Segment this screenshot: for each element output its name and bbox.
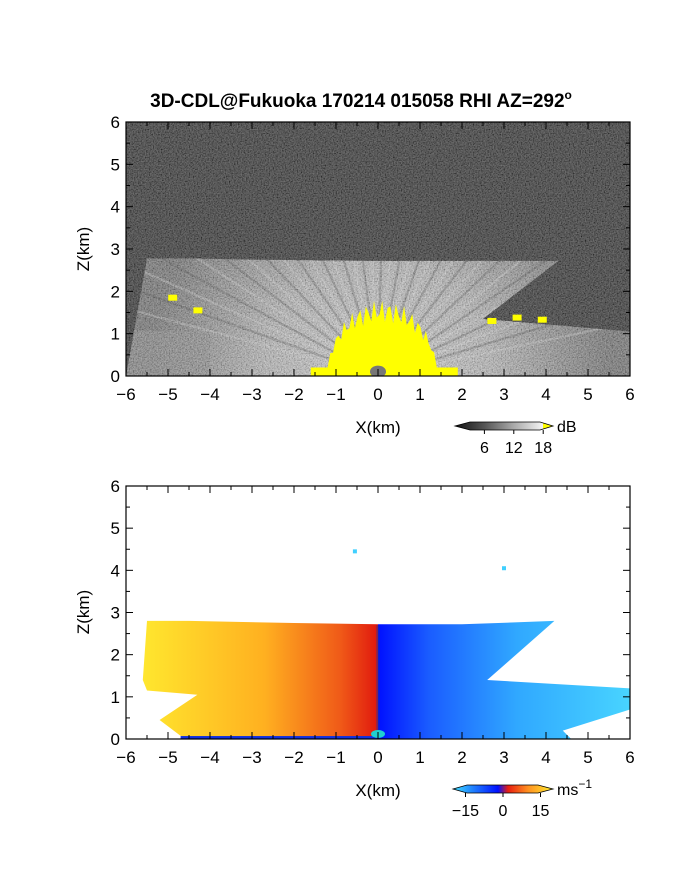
intensity-y-tick-label: 3 [111, 240, 120, 259]
velocity-field [142, 549, 630, 739]
velocity-colorbar-unit: ms−1 [557, 777, 592, 799]
velocity-y-tick-label: 1 [111, 688, 120, 707]
velocity-x-tick-label: −3 [242, 748, 261, 767]
velocity-x-tick-label: −1 [326, 748, 345, 767]
velocity-colorbar-tick-label: 15 [532, 803, 550, 820]
velocity-zero-line [376, 625, 380, 739]
velocity-x-tick-label: −6 [116, 748, 135, 767]
velocity-y-tick-label: 3 [111, 604, 120, 623]
intensity-colorbar-tick-label: 6 [480, 440, 489, 457]
intensity-saturated-patch [537, 316, 547, 323]
velocity-negative-region [378, 620, 630, 739]
velocity-ticks: −6 −5 −4 −3 −2 −1 0 1 2 3 4 5 6 0 1 2 3 4 5 6 [111, 477, 635, 767]
velocity-colorbar-ticks: −15 0 15 [452, 793, 550, 820]
velocity-x-tick-label: −5 [158, 748, 177, 767]
intensity-radial-streak [126, 285, 379, 376]
velocity-colorbar-bar [451, 784, 555, 794]
intensity-colorbar: 6 12 18 dB [453, 419, 577, 457]
velocity-x-tick-label: 2 [457, 748, 466, 767]
intensity-saturated-patch [193, 307, 203, 314]
velocity-x-tick-label: −4 [200, 748, 219, 767]
velocity-isolated-point [352, 549, 357, 554]
velocity-x-tick-label: 6 [625, 748, 634, 767]
intensity-x-tick-label: −3 [242, 385, 261, 404]
intensity-x-tick-label: −2 [284, 385, 303, 404]
intensity-colorbar-unit: dB [557, 419, 577, 436]
intensity-x-tick-label: −5 [158, 385, 177, 404]
velocity-colorbar-tick-label: 0 [499, 803, 508, 820]
intensity-x-tick-label: 3 [499, 385, 508, 404]
intensity-x-tick-label: 1 [415, 385, 424, 404]
intensity-x-tick-label: −1 [326, 385, 345, 404]
velocity-y-axis-label: Z(km) [74, 590, 93, 634]
intensity-x-axis-label: X(km) [355, 418, 400, 437]
intensity-ticks: −6 −5 −4 −3 −2 −1 0 1 2 3 4 5 6 0 1 2 3 4 5 6 [111, 113, 635, 404]
intensity-echo-lowlevel [126, 329, 210, 376]
velocity-y-tick-label: 2 [111, 646, 120, 665]
velocity-y-tick-label: 0 [111, 730, 120, 749]
velocity-colorbar: −15 0 15 ms−1 [451, 777, 592, 820]
velocity-y-tick-label: 4 [111, 561, 120, 580]
intensity-x-tick-label: 5 [583, 385, 592, 404]
velocity-x-tick-label: 5 [583, 748, 592, 767]
intensity-saturated-patch [487, 317, 497, 324]
velocity-panel: −6 −5 −4 −3 −2 −1 0 1 2 3 4 5 6 0 1 2 3 4 5 6 X(km) Z(km) −… [74, 477, 635, 820]
intensity-saturated-patch [168, 294, 178, 301]
figure-title: 3D-CDL@Fukuoka 170214 015058 RHI AZ=292o [150, 88, 572, 112]
intensity-y-tick-label: 2 [111, 282, 120, 301]
intensity-x-tick-label: −4 [200, 385, 219, 404]
intensity-saturated-core [310, 300, 458, 376]
intensity-colorbar-bar [453, 421, 555, 431]
intensity-x-tick-label: 6 [625, 385, 634, 404]
intensity-x-tick-label: 0 [373, 385, 382, 404]
velocity-x-tick-label: 1 [415, 748, 424, 767]
velocity-ground-band [180, 736, 378, 739]
velocity-colorbar-tick-label: −15 [452, 803, 479, 820]
intensity-y-tick-label: 6 [111, 113, 120, 132]
intensity-y-tick-label: 4 [111, 198, 120, 217]
intensity-y-tick-label: 5 [111, 155, 120, 174]
velocity-x-axis-label: X(km) [355, 781, 400, 800]
intensity-y-axis-label: Z(km) [74, 227, 93, 271]
intensity-colorbar-tick-label: 12 [505, 440, 523, 457]
velocity-y-tick-label: 5 [111, 519, 120, 538]
intensity-saturated-patch [512, 314, 522, 321]
intensity-colorbar-ticks: 6 12 18 [480, 430, 552, 457]
velocity-x-tick-label: 0 [373, 748, 382, 767]
intensity-colorbar-tick-label: 18 [534, 440, 552, 457]
velocity-positive-region [142, 620, 378, 739]
intensity-x-tick-label: 2 [457, 385, 466, 404]
velocity-y-tick-label: 6 [111, 477, 120, 496]
velocity-x-tick-label: 3 [499, 748, 508, 767]
intensity-radial-streak [126, 307, 379, 376]
velocity-isolated-point [502, 566, 506, 571]
intensity-clear-air-noise [126, 122, 630, 376]
velocity-x-tick-label: −2 [284, 748, 303, 767]
intensity-y-tick-label: 1 [111, 325, 120, 344]
intensity-y-tick-label: 0 [111, 367, 120, 386]
intensity-x-tick-label: 4 [541, 385, 550, 404]
intensity-x-tick-label: −6 [116, 385, 135, 404]
velocity-x-tick-label: 4 [541, 748, 550, 767]
